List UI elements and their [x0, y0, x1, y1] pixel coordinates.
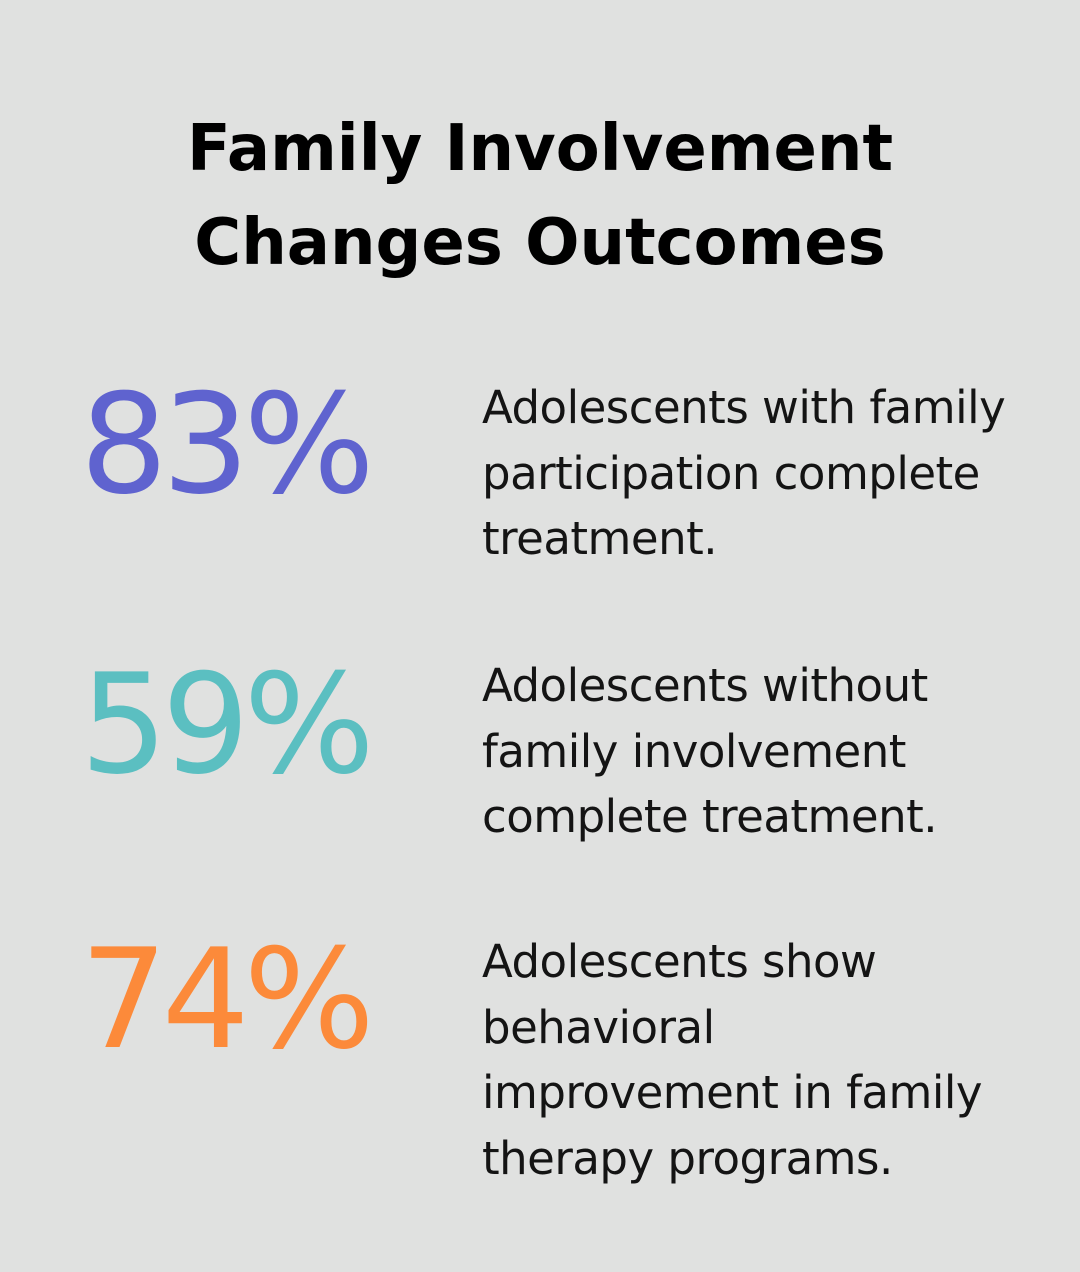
stat-description-line: participation complete	[482, 446, 980, 500]
page-title: Family Involvement Changes Outcomes	[0, 102, 1080, 290]
stat-description-line: Adolescents without	[482, 659, 928, 712]
stat-description-line: treatment.	[482, 512, 718, 565]
stat-value: 59%	[80, 644, 375, 805]
stat-description-line: Adolescents with family	[482, 381, 1006, 434]
title-line-2: Changes Outcomes	[194, 206, 886, 280]
stat-description-line: Adolescents show	[482, 935, 877, 988]
stat-description: Adolescents show behavioral improvement …	[482, 929, 1042, 1191]
stat-description: Adolescents with family participation co…	[482, 375, 1042, 572]
stat-description-line: family involvement	[482, 724, 906, 778]
stat-value: 83%	[80, 364, 375, 525]
stat-description-line: therapy programs.	[482, 1131, 893, 1185]
stat-description: Adolescents without family involvement c…	[482, 653, 1042, 850]
stat-description-line: improvement in family	[482, 1066, 982, 1119]
stat-value: 74%	[80, 919, 375, 1080]
stat-description-line: complete treatment.	[482, 790, 938, 843]
stat-description-line: behavioral	[482, 1000, 715, 1054]
title-line-1: Family Involvement	[186, 112, 894, 186]
